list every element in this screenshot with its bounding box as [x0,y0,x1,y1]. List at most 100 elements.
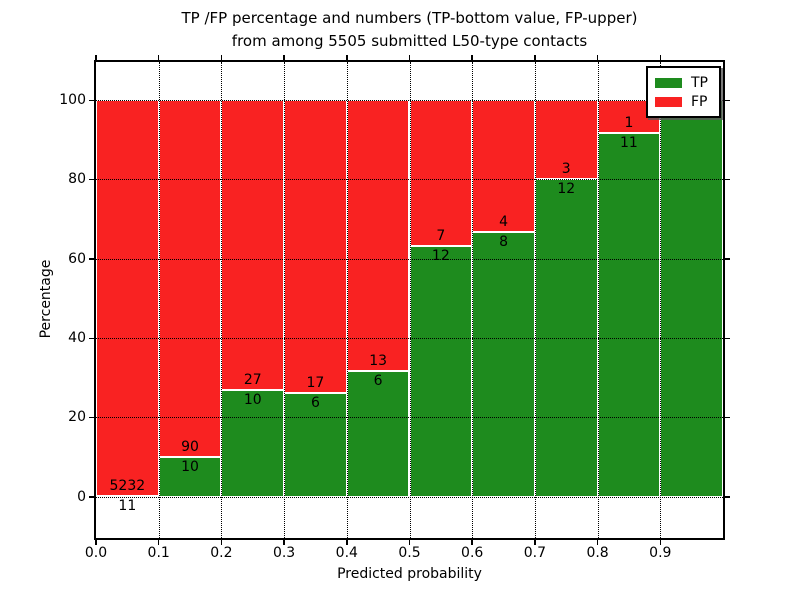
x-tick-mark-top [471,55,473,60]
x-tick-mark-top [596,55,599,60]
y-tick-mark-right [725,337,730,340]
x-tick-mark-bottom [220,540,223,545]
bar-fp-segment [158,100,222,458]
tp-count-label: 8 [499,234,508,251]
gridline-vertical [221,62,223,538]
tp-count-label: 10 [243,391,262,408]
fp-count-label: 13 [369,353,388,370]
legend-item-fp: FP [655,92,713,111]
chart-title-line2: from among 5505 submitted L50-type conta… [231,32,588,50]
y-tick-label: 0 [77,488,86,505]
y-tick-mark-right [725,258,730,260]
gridline-vertical [346,62,348,538]
x-tick-label: 0.4 [335,545,358,561]
x-tick-label: 0.0 [84,545,108,561]
bar-tp-segment [284,393,347,497]
bar-tp-segment [409,246,473,497]
fp-count-label: 7 [436,228,446,245]
bar-fp-segment [96,100,159,496]
x-tick-mark-top [95,55,97,60]
y-tick-mark-left [89,337,94,340]
gridline-vertical [472,62,474,538]
x-tick-label: 0.5 [398,545,421,561]
y-tick-mark-right [725,178,730,181]
fp-color-swatch [655,96,682,107]
legend: TP FP [646,66,721,118]
plot-frame: 523211901027101761367124831211125 [94,60,725,540]
fp-count-label: 27 [243,371,262,388]
x-tick-mark-bottom [95,540,97,545]
tp-count-label: 12 [431,248,450,265]
tp-count-label: 6 [310,395,320,412]
bar-tp-segment [158,457,222,497]
x-tick-mark-bottom [346,540,348,545]
gridline-vertical [409,62,411,538]
x-tick-mark-bottom [596,540,599,545]
fp-count-label: 1 [624,115,634,132]
x-tick-mark-bottom [408,540,411,545]
x-axis-label: Predicted probability [337,566,482,582]
y-tick-mark-left [89,496,94,498]
y-tick-label: 80 [68,171,86,188]
x-tick-mark-bottom [157,540,160,545]
x-tick-label: 0.2 [210,545,233,561]
tp-count-label: 11 [118,497,137,514]
bar-fp-segment [472,100,535,233]
x-tick-label: 0.7 [523,545,547,561]
fp-count-label: 3 [561,161,571,178]
bar-fp-segment [346,100,410,372]
bar-tp-segment [346,371,410,497]
tp-color-swatch [655,77,682,88]
tp-count-label: 11 [620,135,638,152]
y-axis-label: Percentage [38,259,54,339]
y-tick-mark-right [725,99,730,102]
legend-item-tp: TP [655,73,713,92]
bar-fp-segment [221,100,285,390]
tp-count-label: 10 [181,459,199,476]
tp-count-label: 6 [373,373,383,390]
y-tick-label: 100 [59,92,86,109]
y-tick-mark-left [89,99,94,102]
x-tick-mark-top [220,55,223,60]
x-tick-mark-bottom [283,540,285,545]
y-tick-mark-right [725,416,730,419]
legend-label-tp: TP [691,74,708,91]
y-tick-label: 60 [68,250,86,267]
gridline-vertical [534,62,536,538]
x-tick-label: 0.9 [649,545,672,561]
bar-fp-segment [284,100,347,394]
x-tick-mark-top [659,55,662,60]
gridline-vertical [284,62,286,538]
bar-fp-segment [409,100,473,247]
chart-title: TP /FP percentage and numbers (TP-bottom… [96,7,723,53]
fp-count-label: 4 [499,214,508,231]
fp-count-label: 90 [181,439,199,456]
bar-tp-segment [660,100,723,497]
x-tick-mark-top [408,55,411,60]
x-tick-label: 0.3 [272,545,296,561]
y-tick-label: 40 [68,330,86,347]
fp-count-label: 17 [306,375,325,392]
x-tick-mark-bottom [659,540,662,545]
x-tick-mark-top [157,55,160,60]
x-tick-label: 0.6 [461,545,484,561]
x-tick-mark-bottom [534,540,536,545]
y-tick-mark-left [89,416,94,419]
x-tick-mark-top [534,55,536,60]
chart-title-line1: TP /FP percentage and numbers (TP-bottom… [181,9,638,27]
gridline-vertical [660,62,662,538]
gridline-vertical [158,62,160,538]
y-tick-mark-left [89,178,94,181]
bar-tp-segment [472,232,535,497]
y-tick-label: 20 [68,409,86,426]
x-tick-mark-bottom [471,540,473,545]
legend-label-fp: FP [691,93,708,110]
x-tick-label: 0.1 [147,545,170,561]
tp-count-label: 12 [557,181,576,198]
x-tick-label: 0.8 [586,545,609,561]
y-tick-mark-left [89,258,94,260]
x-tick-mark-top [346,55,348,60]
y-tick-mark-right [725,496,730,498]
plot-area: 523211901027101761367124831211125 [96,62,723,538]
